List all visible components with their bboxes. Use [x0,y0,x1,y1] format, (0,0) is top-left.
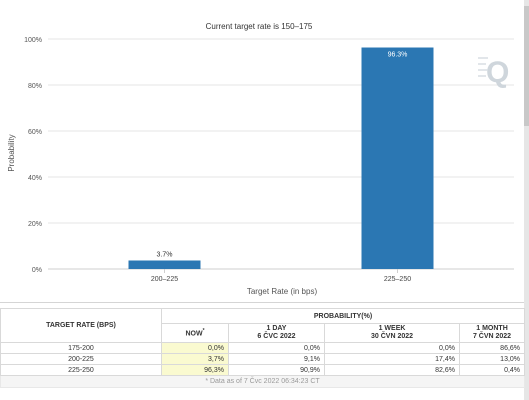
y-tick-label: 80% [28,83,42,90]
x-axis-label: Target Rate (in bps) [247,287,318,296]
one-day-date: 6 ČVC 2022 [257,333,296,340]
now-cell: 96,3% [161,364,229,376]
one-day-cell: 90,9% [228,364,325,376]
one-week-cell: 17,4% [324,353,460,365]
one-week-label: 1 WEEK [378,325,406,332]
table-header-row: TARGET RATE (BPS) PROBABILITY(%) [0,308,526,343]
probability-group-header: PROBABILITY(%) [160,308,526,324]
svg-text:Q: Q [486,56,509,89]
y-tick-label: 60% [28,129,42,136]
bar[interactable] [128,260,201,269]
now-cell: 0,0% [161,342,229,354]
data-as-of-footnote: * Data as of 7 Čvc 2022 06:34:23 CT [0,375,526,388]
one-month-cell: 13,0% [458,353,526,365]
vertical-scrollbar[interactable] [524,0,529,400]
one-week-date: 30 ČVN 2022 [370,333,414,340]
data-label: 3.7% [157,251,173,258]
y-tick-label: 20% [28,221,42,228]
one-month-header: 1 MONTH 7 ČVN 2022 [458,323,526,343]
table-subheader-row: NOW* 1 DAY 6 ČVC 2022 1 WEEK 30 ČVN 2022… [1,323,526,343]
chart-panel: Current target rate is 150–175 0% 20% 40% 6… [0,22,524,303]
chart-title: Current target rate is 150–175 [206,22,313,31]
now-cell: 3,7% [161,353,229,365]
one-month-date: 7 ČVN 2022 [472,333,512,340]
one-week-cell: 0,0% [324,342,460,354]
bars-layer: 200–225 3.7% 225–250 96.3% [128,47,434,283]
rate-cell: 225-250 [0,364,162,376]
y-tick-label: 100% [24,37,42,44]
probability-chart: Current target rate is 150–175 0% 20% 40% 6… [7,22,514,296]
one-day-cell: 0,0% [228,342,325,354]
bar[interactable] [361,47,434,270]
now-label: NOW [185,330,203,338]
table-row: 200-225 3,7% 9,1% 17,4% 13,0% [0,353,526,365]
data-label: 96.3% [388,52,408,59]
now-header: NOW* [161,323,229,343]
one-week-cell: 82,6% [324,364,460,376]
one-day-cell: 9,1% [228,353,325,365]
footnote-row: * Data as of 7 Čvc 2022 06:34:23 CT [0,375,526,388]
x-tick-label: 200–225 [151,276,178,283]
x-tick-label: 225–250 [384,276,411,283]
grid-layer: 0% 20% 40% 60% 80% 100% [24,37,514,274]
one-month-label: 1 MONTH [476,325,508,332]
table-row: 225-250 96,3% 90,9% 82,6% 0,4% [0,364,526,376]
y-tick-label: 40% [28,175,42,182]
one-day-header: 1 DAY 6 ČVC 2022 [228,323,325,343]
rate-cell: 175-200 [0,342,162,354]
now-marker: * [202,328,205,335]
rate-cell: 200-225 [0,353,162,365]
q-watermark-icon: Q [478,56,509,89]
scrollbar-thumb[interactable] [524,6,529,126]
one-day-label: 1 DAY [266,325,287,332]
y-tick-label: 0% [32,267,42,274]
y-axis-label: Probability [7,134,16,171]
table-row: 175-200 0,0% 0,0% 0,0% 86,6% [0,342,526,354]
target-rate-header: TARGET RATE (BPS) [0,308,162,343]
one-month-cell: 0,4% [458,364,526,376]
one-week-header: 1 WEEK 30 ČVN 2022 [324,323,460,343]
probability-table: TARGET RATE (BPS) PROBABILITY(%) NOW* 1 … [0,308,526,388]
one-month-cell: 86,6% [458,342,526,354]
